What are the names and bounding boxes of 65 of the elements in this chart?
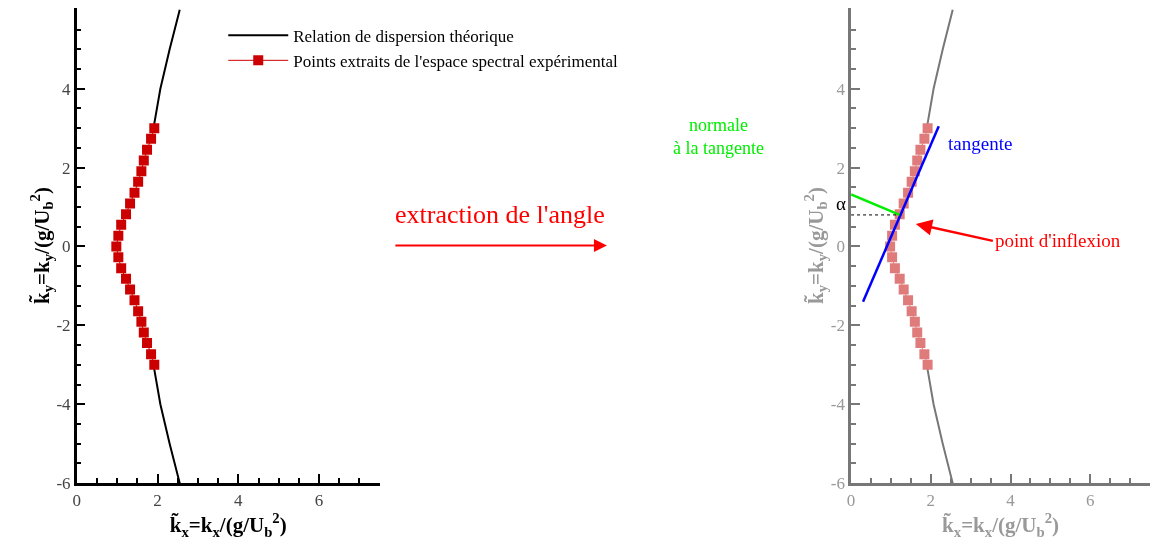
legend-label: Points extraits de l'espace spectral expérimental: [293, 51, 619, 71]
y-tick-label: -6: [56, 474, 71, 494]
point: [116, 219, 127, 230]
point: [922, 359, 933, 370]
point: [121, 273, 132, 284]
y-tick-label: 4: [62, 79, 72, 99]
point: [116, 263, 127, 274]
x-axis-title: k̃$_{x}$=k$_{x}$/(g/U$_{b}$$^{2}$): [169, 510, 287, 540]
point: [915, 144, 926, 155]
annotation: point d'inflexion: [995, 230, 1121, 251]
point: [133, 306, 144, 317]
point: [129, 295, 140, 306]
y-tick-label: -6: [830, 474, 845, 494]
annotation: tangente: [948, 133, 1013, 154]
y-tick-label: 4: [836, 79, 846, 99]
text: extraction de l'angle: [395, 200, 605, 229]
point: [125, 284, 136, 295]
x-tick-label: 6: [1085, 491, 1095, 511]
point: [136, 316, 147, 327]
y-tick-label: -2: [830, 316, 845, 336]
point: [922, 123, 933, 134]
point: [887, 252, 898, 263]
point: [142, 144, 153, 155]
point: [919, 133, 930, 144]
point: [898, 284, 909, 295]
point: [149, 123, 160, 134]
point: [915, 338, 926, 349]
point: [894, 273, 905, 284]
point: [138, 155, 149, 166]
y-tick-label: -4: [56, 395, 72, 415]
point: [146, 133, 157, 144]
text: α: [836, 193, 846, 214]
y-tick-label: 0: [836, 237, 845, 257]
y-tick-label: -4: [830, 395, 846, 415]
point: [133, 176, 144, 187]
text: normale à la tangente: [673, 115, 764, 159]
x-tick-label: 2: [926, 491, 936, 511]
point: [125, 198, 136, 209]
point: [111, 241, 122, 252]
y-tick-label: 2: [836, 158, 845, 178]
point: [146, 349, 157, 360]
point: [113, 252, 124, 263]
x-tick-label: 4: [1006, 491, 1016, 511]
point: [149, 359, 160, 370]
y-tick-label: 2: [62, 158, 71, 178]
point: [142, 338, 153, 349]
point: [113, 230, 124, 241]
x-tick-label: 2: [153, 491, 162, 511]
point: [912, 155, 923, 166]
point: [919, 349, 930, 360]
x-tick-label: 6: [314, 491, 324, 511]
point: [138, 327, 149, 338]
point: [889, 263, 900, 274]
point: [136, 166, 147, 177]
y-tick-label: -2: [56, 316, 71, 336]
point: [903, 295, 914, 306]
legend-label: Relation de dispersion théorique: [293, 26, 514, 46]
x-tick-label: 4: [234, 491, 244, 511]
point: [909, 316, 920, 327]
y-tick-label: 0: [62, 237, 71, 257]
point: [912, 327, 923, 338]
point: [129, 187, 140, 198]
point: [121, 209, 132, 220]
point: [906, 306, 917, 317]
x-axis-title: k̃$_{x}$=k$_{x}$/(g/U$_{b}$$^{2}$): [942, 510, 1059, 540]
